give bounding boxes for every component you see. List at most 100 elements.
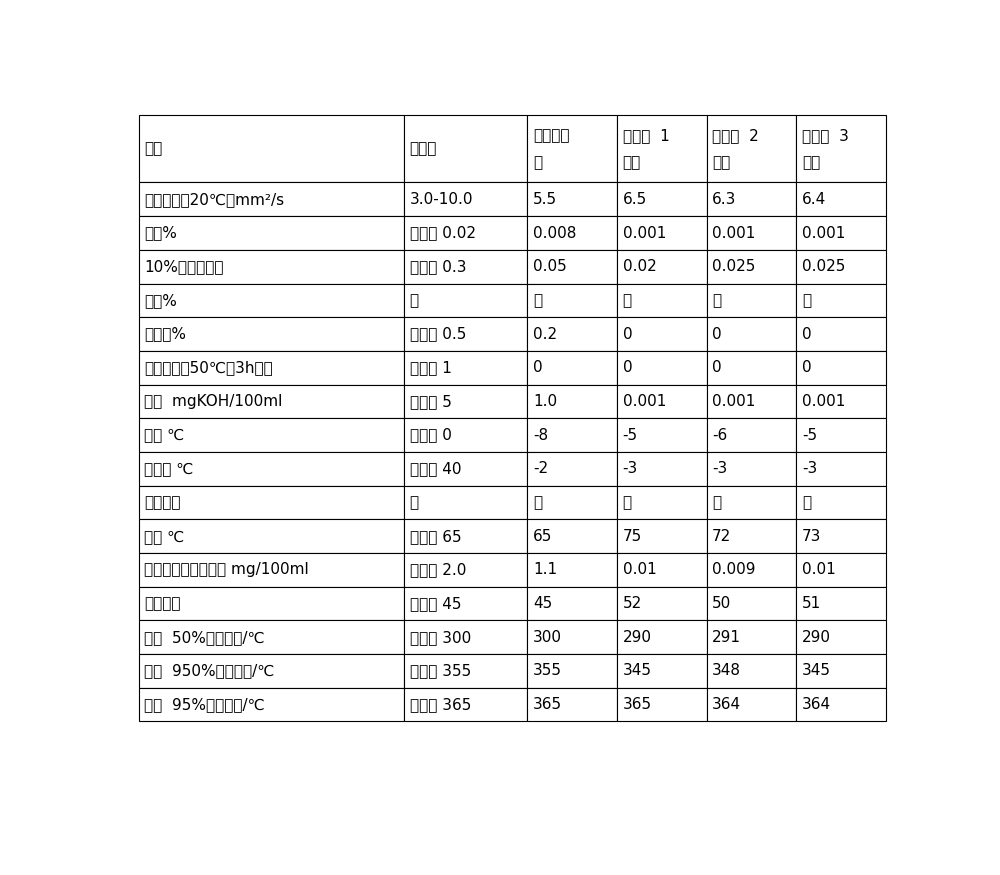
Bar bbox=[139, 418, 404, 452]
Bar bbox=[617, 351, 707, 385]
Text: 柴油: 柴油 bbox=[623, 155, 641, 170]
Bar bbox=[707, 418, 796, 452]
Text: 1.0: 1.0 bbox=[533, 394, 557, 409]
Bar bbox=[707, 452, 796, 486]
Text: 不大于 1: 不大于 1 bbox=[410, 360, 451, 375]
Text: 标准值: 标准值 bbox=[410, 141, 437, 157]
Text: 0: 0 bbox=[712, 360, 722, 375]
Text: 不大于 0.02: 不大于 0.02 bbox=[410, 226, 476, 241]
Text: 348: 348 bbox=[712, 663, 741, 678]
Bar bbox=[796, 116, 886, 183]
Text: -5: -5 bbox=[802, 428, 817, 443]
Bar bbox=[707, 116, 796, 183]
Text: 365: 365 bbox=[533, 697, 562, 712]
Bar bbox=[617, 452, 707, 486]
Text: 0.025: 0.025 bbox=[712, 259, 756, 274]
Bar bbox=[707, 587, 796, 620]
Bar bbox=[617, 318, 707, 351]
Text: 51: 51 bbox=[802, 596, 821, 611]
Text: 不大于 5: 不大于 5 bbox=[410, 394, 451, 409]
Bar bbox=[617, 216, 707, 250]
Bar bbox=[707, 318, 796, 351]
Text: -5: -5 bbox=[623, 428, 638, 443]
Text: 无: 无 bbox=[623, 293, 632, 308]
Bar bbox=[617, 620, 707, 654]
Text: 50: 50 bbox=[712, 596, 731, 611]
Text: 10%蒸余物残炭: 10%蒸余物残炭 bbox=[144, 259, 224, 274]
Bar bbox=[139, 284, 404, 318]
Bar bbox=[796, 620, 886, 654]
Text: 冷滤点 ℃: 冷滤点 ℃ bbox=[144, 461, 194, 476]
Text: 365: 365 bbox=[623, 697, 652, 712]
Text: 0.01: 0.01 bbox=[802, 563, 836, 578]
Text: 6.4: 6.4 bbox=[802, 192, 826, 206]
Text: 实施例  1: 实施例 1 bbox=[623, 128, 669, 143]
Bar bbox=[707, 284, 796, 318]
Text: 柴油: 柴油 bbox=[802, 155, 820, 170]
Bar bbox=[617, 418, 707, 452]
Text: 0.025: 0.025 bbox=[802, 259, 845, 274]
Text: 5.5: 5.5 bbox=[533, 192, 557, 206]
Text: 灰分%: 灰分% bbox=[144, 226, 177, 241]
Bar bbox=[796, 250, 886, 284]
Text: 不高于 300: 不高于 300 bbox=[410, 630, 471, 645]
Text: 铜片腐蚀（50℃、3h）级: 铜片腐蚀（50℃、3h）级 bbox=[144, 360, 273, 375]
Text: 不高于 40: 不高于 40 bbox=[410, 461, 461, 476]
Bar bbox=[617, 587, 707, 620]
Bar bbox=[796, 587, 886, 620]
Bar bbox=[139, 620, 404, 654]
Text: 0.001: 0.001 bbox=[712, 394, 756, 409]
Text: 不高于 365: 不高于 365 bbox=[410, 697, 471, 712]
Text: 0.001: 0.001 bbox=[802, 226, 845, 241]
Text: 0: 0 bbox=[533, 360, 542, 375]
Text: 0: 0 bbox=[802, 360, 811, 375]
Text: 水分%: 水分% bbox=[144, 293, 177, 308]
Text: 无: 无 bbox=[410, 495, 419, 510]
Bar bbox=[404, 116, 527, 183]
Bar bbox=[707, 385, 796, 418]
Bar bbox=[527, 116, 617, 183]
Text: -6: -6 bbox=[712, 428, 727, 443]
Bar bbox=[617, 688, 707, 722]
Bar bbox=[404, 250, 527, 284]
Bar bbox=[139, 587, 404, 620]
Bar bbox=[527, 452, 617, 486]
Text: 0.009: 0.009 bbox=[712, 563, 756, 578]
Text: 1.1: 1.1 bbox=[533, 563, 557, 578]
Text: 馏橙  950%馏出温度/℃: 馏橙 950%馏出温度/℃ bbox=[144, 663, 275, 678]
Text: 不高于 355: 不高于 355 bbox=[410, 663, 471, 678]
Bar bbox=[707, 250, 796, 284]
Bar bbox=[527, 183, 617, 216]
Text: 馏橙  95%馏出温度/℃: 馏橙 95%馏出温度/℃ bbox=[144, 697, 265, 712]
Bar bbox=[707, 520, 796, 553]
Bar bbox=[139, 654, 404, 688]
Text: 291: 291 bbox=[712, 630, 741, 645]
Text: 345: 345 bbox=[623, 663, 652, 678]
Text: -3: -3 bbox=[712, 461, 727, 476]
Text: 364: 364 bbox=[712, 697, 741, 712]
Bar bbox=[617, 183, 707, 216]
Bar bbox=[527, 486, 617, 520]
Bar bbox=[139, 250, 404, 284]
Text: 6.5: 6.5 bbox=[623, 192, 647, 206]
Text: 实施例  3: 实施例 3 bbox=[802, 128, 849, 143]
Text: 催速安事实上性沉渣 mg/100ml: 催速安事实上性沉渣 mg/100ml bbox=[144, 563, 309, 578]
Text: 不低于 65: 不低于 65 bbox=[410, 528, 461, 543]
Bar bbox=[617, 520, 707, 553]
Text: 机械杂质: 机械杂质 bbox=[144, 495, 181, 510]
Bar bbox=[527, 318, 617, 351]
Text: 0: 0 bbox=[712, 326, 722, 341]
Bar bbox=[796, 520, 886, 553]
Text: 无: 无 bbox=[533, 293, 542, 308]
Bar bbox=[796, 486, 886, 520]
Text: 0.001: 0.001 bbox=[802, 394, 845, 409]
Bar bbox=[707, 486, 796, 520]
Bar bbox=[527, 620, 617, 654]
Text: 馏橙  50%馏出温度/℃: 馏橙 50%馏出温度/℃ bbox=[144, 630, 265, 645]
Text: 0.001: 0.001 bbox=[712, 226, 756, 241]
Text: 73: 73 bbox=[802, 528, 821, 543]
Text: 0.001: 0.001 bbox=[623, 226, 666, 241]
Text: 0: 0 bbox=[623, 360, 632, 375]
Text: 柴油: 柴油 bbox=[712, 155, 730, 170]
Text: 0.2: 0.2 bbox=[533, 326, 557, 341]
